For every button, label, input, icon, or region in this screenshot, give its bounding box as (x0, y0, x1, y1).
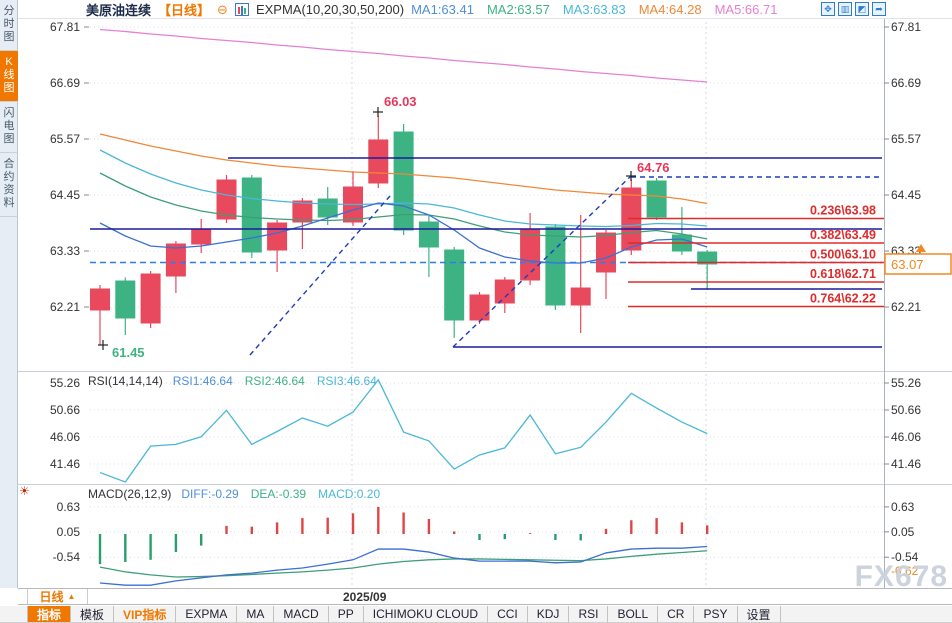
svg-text:66.69: 66.69 (891, 76, 921, 90)
rsi-value-2: RSI2:46.64 (244, 374, 305, 388)
rsi-value-3: RSI3:46.64 (316, 374, 377, 388)
macd-panel-header: MACD(26,12,9) DIFF:-0.29 DEA:-0.39 MACD:0.… (88, 487, 380, 501)
svg-text:50.66: 50.66 (50, 403, 80, 417)
macd-settings-icon[interactable]: ☀ (19, 484, 30, 498)
tab-indicators[interactable]: 指标 (28, 606, 72, 622)
axis-strip-spacer (18, 589, 28, 604)
macd-value-1: DIFF:-0.29 (181, 487, 239, 501)
ma-value-3: MA3:63.83 (562, 2, 626, 17)
svg-text:-0.54: -0.54 (53, 550, 81, 564)
svg-text:63.07: 63.07 (891, 257, 924, 272)
svg-text:-0.54: -0.54 (891, 550, 919, 564)
svg-text:55.26: 55.26 (50, 376, 80, 390)
svg-text:61.45: 61.45 (112, 345, 145, 360)
rsi-value-1: RSI1:46.64 (172, 374, 233, 388)
tab-settings[interactable]: 设置 (737, 606, 781, 622)
tab-ma[interactable]: MA (237, 606, 275, 622)
ma-value-4: MA4:64.28 (638, 2, 702, 17)
svg-text:41.46: 41.46 (891, 457, 921, 471)
ma-values-row: MA1:63.41 MA2:63.57 MA3:63.83 MA4:64.28 MA5:… (411, 2, 777, 17)
tab-ichimoku-cloud[interactable]: ICHIMOKU CLOUD (363, 606, 489, 622)
tab-pp[interactable]: PP (328, 606, 364, 622)
macd-title: MACD(26,12,9) (88, 487, 172, 501)
panel-layout-icon[interactable]: ▥ (838, 2, 852, 16)
watermark: FX678 (854, 560, 948, 593)
macd-value-2: DEA:-0.39 (250, 487, 307, 501)
svg-text:0.05: 0.05 (57, 525, 81, 539)
sidebar-item-time-chart[interactable]: 分时图 (0, 0, 18, 51)
ma-value-5: MA5:66.71 (714, 2, 778, 17)
export-icon[interactable]: ➦ (872, 2, 886, 16)
svg-text:63.33: 63.33 (50, 244, 80, 258)
svg-text:0.05: 0.05 (891, 525, 915, 539)
ma-value-1: MA1:63.41 (411, 2, 474, 17)
tab-templates[interactable]: 模板 (71, 606, 115, 622)
tab-macd[interactable]: MACD (274, 606, 329, 622)
tab-cr[interactable]: CR (658, 606, 695, 622)
tab-rsi[interactable]: RSI (569, 606, 609, 622)
tab-kdj[interactable]: KDJ (527, 606, 570, 622)
svg-text:0.63: 0.63 (57, 500, 81, 514)
svg-text:0.382\63.49: 0.382\63.49 (810, 228, 876, 242)
window-toolbar: ✥ ▥ ◩ ➦ (821, 2, 886, 16)
tabs-spacer (0, 606, 28, 622)
period-tag[interactable]: 【日线】 (158, 3, 211, 18)
ma-value-2: MA2:63.57 (486, 2, 550, 17)
svg-text:-0.62: -0.62 (891, 564, 919, 578)
collapse-icon[interactable]: ⊖ (217, 2, 228, 17)
x-axis-strip: 日线 ▲ 2025/09 (18, 588, 952, 605)
svg-text:64.45: 64.45 (50, 188, 80, 202)
period-selector[interactable]: 日线 ▲ (28, 589, 88, 604)
svg-text:0.500\63.10: 0.500\63.10 (810, 248, 876, 262)
candlestick-chart-icon (234, 3, 249, 16)
tab-expma[interactable]: EXPMA (176, 606, 238, 622)
macd-value-3: MACD:0.20 (318, 487, 381, 501)
svg-text:41.46: 41.46 (50, 457, 80, 471)
svg-text:55.26: 55.26 (891, 376, 921, 390)
indicator-tabs-bar: 指标 模板 VIP指标 EXPMA MA MACD PP ICHIMOKU CLOUD CCI K… (0, 606, 952, 623)
svg-text:64.76: 64.76 (637, 160, 670, 175)
svg-text:67.81: 67.81 (891, 20, 921, 34)
sidebar-item-contract-info[interactable]: 合约资料 (0, 153, 18, 217)
svg-text:0.63: 0.63 (891, 500, 915, 514)
rsi-title: RSI(14,14,14) (88, 374, 163, 388)
svg-text:46.06: 46.06 (891, 430, 921, 444)
svg-text:0.236\63.98: 0.236\63.98 (810, 204, 876, 218)
period-selector-label: 日线 (39, 590, 64, 604)
date-axis-label: 2025/09 (343, 589, 387, 604)
chart-canvas[interactable]: 67.81 67.81 66.69 66.69 65.57 65.57 64.45 64.45… (0, 0, 952, 588)
tab-vip-indicators[interactable]: VIP指标 (114, 606, 177, 622)
chart-style-icon[interactable]: ◩ (855, 2, 869, 16)
rsi-panel-header: RSI(14,14,14) RSI1:46.64 RSI2:46.64 RSI3:4… (88, 374, 377, 388)
svg-text:67.81: 67.81 (50, 20, 80, 34)
indicator-formula: EXPMA(10,20,30,50,200) (255, 2, 405, 17)
svg-text:65.57: 65.57 (891, 132, 921, 146)
svg-text:50.66: 50.66 (891, 403, 921, 417)
pan-icon[interactable]: ✥ (821, 2, 835, 16)
svg-text:66.03: 66.03 (384, 94, 417, 109)
sidebar-item-kline-chart[interactable]: K线图 (0, 51, 18, 102)
svg-text:64.45: 64.45 (891, 188, 921, 202)
svg-text:66.69: 66.69 (50, 76, 80, 90)
svg-text:46.06: 46.06 (50, 430, 80, 444)
sidebar-item-lightning-chart[interactable]: 闪电图 (0, 102, 18, 153)
tab-cci[interactable]: CCI (488, 606, 528, 622)
svg-text:62.21: 62.21 (50, 300, 80, 314)
chevron-up-icon: ▲ (67, 592, 76, 601)
chart-header: 美原油连续 【日线】 ⊖ EXPMA(10,20,30,50,200) MA1:… (86, 1, 777, 18)
symbol-title: 美原油连续 (86, 3, 152, 18)
svg-text:0.764\62.22: 0.764\62.22 (810, 292, 876, 306)
tab-psy[interactable]: PSY (694, 606, 738, 622)
svg-text:65.57: 65.57 (50, 132, 80, 146)
tab-boll[interactable]: BOLL (608, 606, 659, 622)
chart-type-sidebar: 分时图 K线图 闪电图 合约资料 (0, 0, 18, 588)
svg-text:62.21: 62.21 (891, 300, 921, 314)
svg-text:0.618\62.71: 0.618\62.71 (810, 267, 876, 281)
